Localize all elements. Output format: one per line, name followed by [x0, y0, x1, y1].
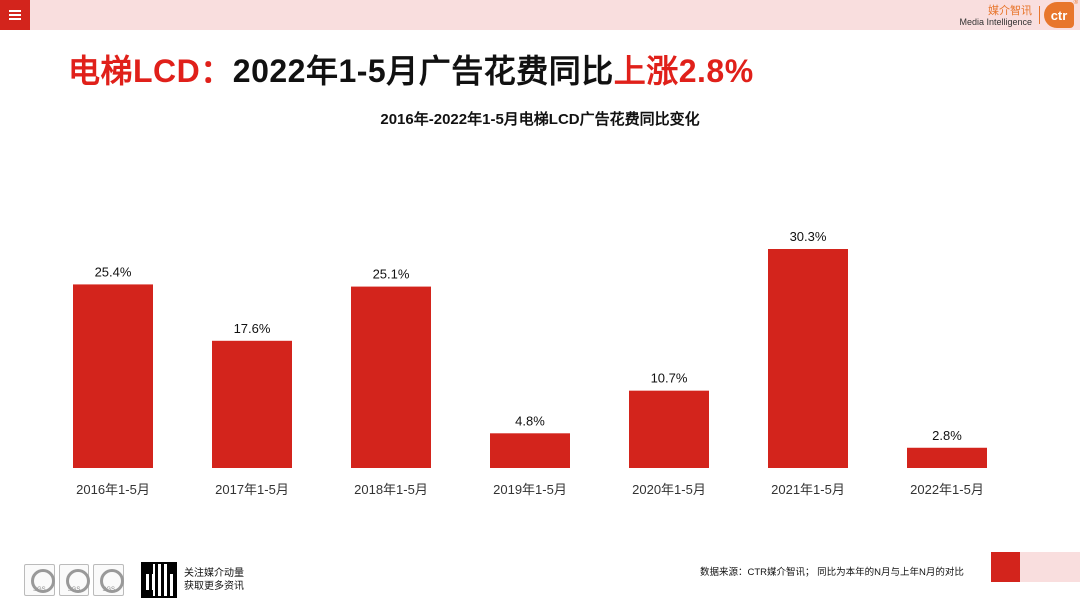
corner-accent-red [991, 552, 1021, 582]
registered-mark: ® [1073, 0, 1078, 6]
chart-title: 2016年-2022年1-5月电梯LCD广告花费同比变化 [380, 111, 700, 128]
x-tick-label-5: 2020年1-5月 [632, 482, 706, 497]
headline-subject: 电梯LCD： [68, 53, 233, 89]
data-label-7: 2.8% [932, 428, 962, 443]
bar-1 [73, 284, 153, 468]
headline-change: 上涨2.8% [613, 53, 754, 89]
bar-chart: 25.4% 2016年1-5月 17.6% 2017年1-5月 25.1% 2018年1-… [73, 229, 987, 497]
follow-line-2: 获取更多资讯 [184, 581, 244, 592]
ctr-logo: ctr [1044, 2, 1074, 28]
x-tick-label-6: 2021年1-5月 [771, 482, 845, 497]
brand-name-cn: 媒介智讯 [988, 5, 1032, 17]
brand-name-en: Media Intelligence [959, 17, 1032, 27]
data-label-3: 25.1% [373, 267, 410, 282]
bar-3 [351, 286, 431, 468]
follow-text: 关注媒介动量 获取更多资讯 [184, 567, 244, 593]
qr-code-icon [141, 562, 177, 598]
sgs-badges: SGS SGS SGS [24, 564, 125, 598]
x-tick-label-7: 2022年1-5月 [910, 482, 984, 497]
sgs-badge-icon: SGS [58, 564, 90, 596]
x-tick-label-3: 2018年1-5月 [354, 482, 428, 497]
brand-divider [1039, 6, 1040, 24]
top-bar [0, 0, 1080, 30]
bar-5 [629, 390, 709, 468]
x-tick-label-2: 2017年1-5月 [215, 482, 289, 497]
headline-statement: 2022年1-5月广告花费同比 [232, 53, 614, 89]
bar-7 [907, 447, 987, 468]
data-label-1: 25.4% [95, 264, 132, 279]
data-label-2: 17.6% [234, 321, 271, 336]
follow-line-1: 关注媒介动量 [184, 568, 244, 579]
x-tick-label-4: 2019年1-5月 [493, 482, 567, 497]
data-label-5: 10.7% [651, 371, 688, 386]
page-headline: 电梯LCD：2022年1-5月广告花费同比上涨2.8% [68, 46, 754, 92]
bar-2 [212, 340, 292, 468]
sgs-badge-icon: SGS [24, 564, 55, 596]
brand-block: 媒介智讯 Media Intelligence [959, 5, 1032, 28]
corner-accent-pink [1020, 552, 1080, 582]
sgs-badge-icon: SGS [93, 564, 125, 596]
bar-6 [768, 249, 848, 468]
hamburger-icon[interactable] [0, 0, 30, 30]
data-source-note: 数据来源：CTR媒介智讯； 同比为本年的N月与上年N月的对比 [700, 567, 964, 578]
data-label-6: 30.3% [790, 229, 827, 244]
bar-4 [490, 433, 570, 468]
data-label-4: 4.8% [515, 413, 545, 428]
x-tick-label-1: 2016年1-5月 [76, 482, 150, 497]
